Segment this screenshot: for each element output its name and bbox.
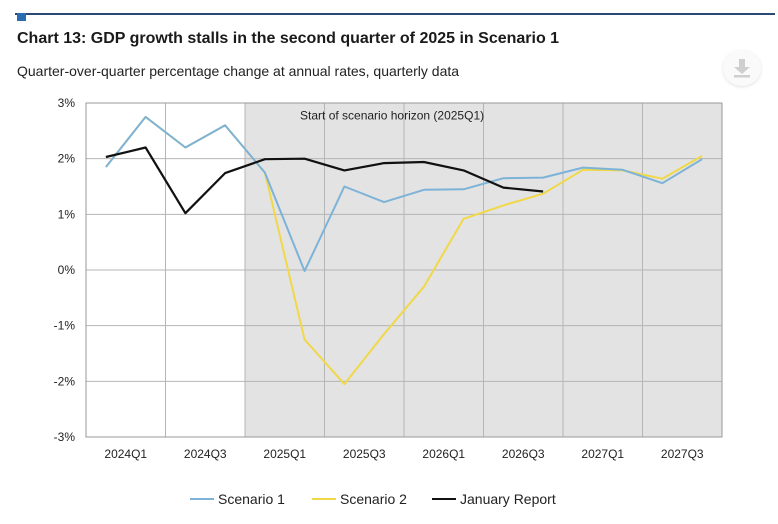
- download-button[interactable]: [723, 50, 761, 86]
- download-icon: [734, 59, 750, 78]
- legend-label-scenario-1: Scenario 1: [218, 491, 285, 507]
- header-rule: [15, 13, 775, 15]
- chart-subtitle: Quarter-over-quarter percentage change a…: [17, 63, 460, 79]
- y-tick-label: -3%: [54, 430, 76, 444]
- y-tick-label: -1%: [54, 319, 76, 333]
- series-line-january-report: [105, 146, 544, 215]
- y-tick-label: 3%: [58, 96, 76, 110]
- x-tick-label: 2027Q1: [581, 447, 624, 461]
- x-tick-label: 2024Q1: [104, 447, 147, 461]
- scenario-horizon-annotation: Start of scenario horizon (2025Q1): [300, 109, 484, 123]
- legend-label-scenario-2: Scenario 2: [340, 491, 407, 507]
- plot-frame: [85, 102, 723, 438]
- y-tick-label: 1%: [58, 207, 76, 221]
- header-marker: [17, 13, 26, 21]
- chart-title: Chart 13: GDP growth stalls in the secon…: [17, 30, 560, 47]
- x-tick-label: 2024Q3: [184, 447, 227, 461]
- legend-label-january-report: January Report: [460, 491, 556, 507]
- y-tick-label: 0%: [58, 263, 76, 277]
- x-tick-label: 2027Q3: [661, 447, 704, 461]
- x-tick-label: 2026Q1: [422, 447, 465, 461]
- y-tick-label: -2%: [54, 374, 76, 388]
- series-line-scenario-1: [105, 115, 703, 273]
- x-tick-label: 2026Q3: [502, 447, 545, 461]
- x-tick-label: 2025Q3: [343, 447, 386, 461]
- x-tick-label: 2025Q1: [263, 447, 306, 461]
- y-tick-label: 2%: [58, 152, 76, 166]
